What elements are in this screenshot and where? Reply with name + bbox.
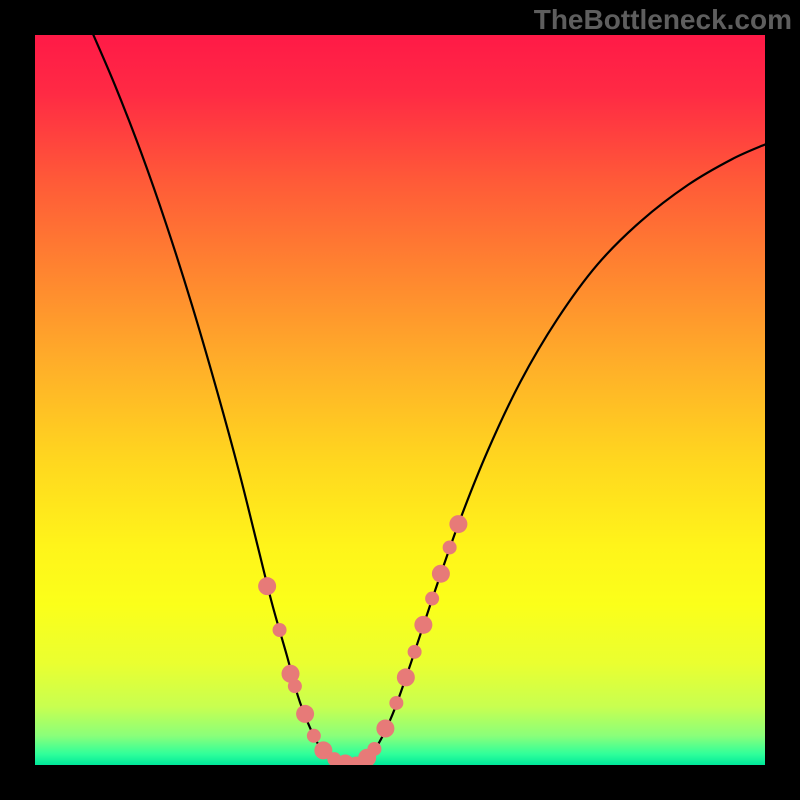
- data-marker: [288, 679, 302, 693]
- data-marker: [443, 540, 457, 554]
- watermark-text: TheBottleneck.com: [534, 4, 792, 36]
- data-marker: [367, 742, 381, 756]
- data-marker: [296, 705, 314, 723]
- data-marker: [397, 668, 415, 686]
- data-marker: [414, 616, 432, 634]
- plot-background: [35, 35, 765, 765]
- data-marker: [408, 645, 422, 659]
- data-marker: [307, 729, 321, 743]
- data-marker: [449, 515, 467, 533]
- chart-stage: TheBottleneck.com: [0, 0, 800, 800]
- chart-svg: [0, 0, 800, 800]
- data-marker: [389, 696, 403, 710]
- data-marker: [273, 623, 287, 637]
- data-marker: [425, 592, 439, 606]
- data-marker: [258, 577, 276, 595]
- data-marker: [376, 720, 394, 738]
- data-marker: [432, 565, 450, 583]
